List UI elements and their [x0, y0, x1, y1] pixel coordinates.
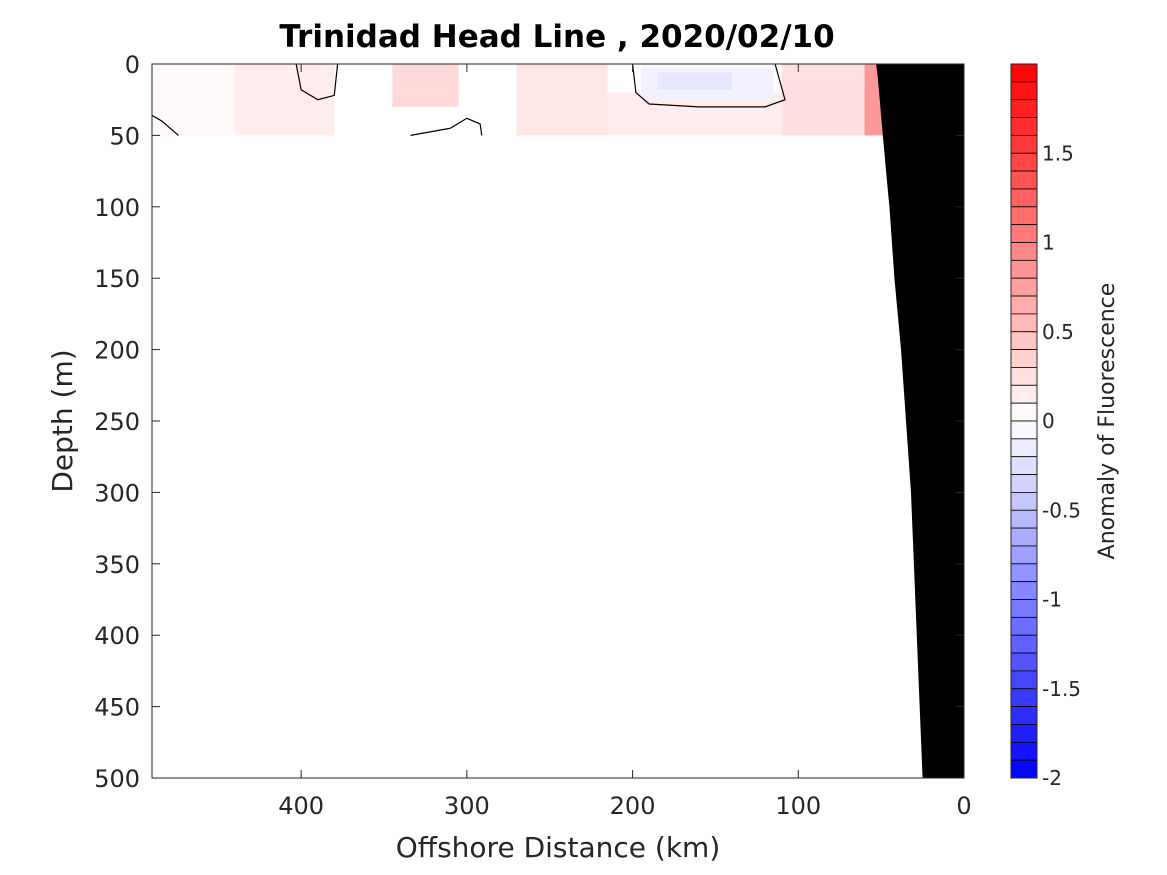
chart-title: Trinidad Head Line , 2020/02/10	[279, 19, 834, 55]
y-tick-label: 500	[94, 765, 140, 793]
colorbar-level	[1010, 456, 1038, 475]
colorbar-tick-label: -1	[1042, 588, 1062, 612]
y-tick-label: 350	[94, 551, 140, 579]
plot-area: 400 300 200 100 0 0 50 100 150 200 250 300 350 400 45…	[94, 51, 971, 820]
y-tick-label: 50	[109, 122, 140, 150]
colorbar-level	[1010, 616, 1038, 636]
zero-contour-3	[631, 64, 786, 108]
colorbar-level	[1010, 438, 1038, 458]
heatmap-cell-7	[781, 64, 865, 136]
y-axis: 0 50 100 150 200 250 300 350 400 450 500	[94, 51, 964, 793]
colorbar-level	[1010, 509, 1038, 529]
colorbar-tick-label: 1.5	[1042, 141, 1074, 165]
heatmap-cell-2	[392, 64, 459, 107]
colorbar-level	[1010, 474, 1038, 493]
heatmap-cell-3	[516, 64, 608, 136]
colorbar-level	[1010, 367, 1038, 386]
x-tick-label: 400	[278, 792, 324, 820]
colorbar-level	[1010, 99, 1038, 118]
colorbar-level	[1010, 188, 1038, 208]
y-tick-label: 100	[94, 194, 140, 222]
y-tick-label: 400	[94, 622, 140, 650]
colorbar-level	[1010, 581, 1038, 600]
zero-contour-lines	[152, 64, 786, 136]
x-axis-label: Offshore Distance (km)	[396, 831, 721, 864]
x-tick-label: 100	[775, 792, 821, 820]
x-tick-label: 0	[956, 792, 971, 820]
colorbar: -2 -1.5 -1 -0.5 0 0.5 1 1.5	[1010, 63, 1081, 790]
colorbar-level	[1010, 295, 1038, 315]
colorbar-level	[1010, 741, 1038, 761]
y-tick-label: 250	[94, 408, 140, 436]
colorbar-level	[1010, 152, 1038, 172]
y-tick-label: 150	[94, 265, 140, 293]
colorbar-level	[1010, 384, 1038, 404]
heatmap-cell-6	[657, 72, 732, 90]
y-tick-label: 0	[125, 51, 140, 79]
colorbar-level	[1010, 134, 1038, 154]
colorbar-tick-label: 0.5	[1042, 320, 1074, 344]
colorbar-level	[1010, 313, 1038, 333]
colorbar-tick-label: -2	[1042, 766, 1062, 790]
bathymetry	[876, 64, 964, 778]
colorbar-level	[1010, 206, 1038, 226]
colorbar-level	[1010, 242, 1038, 261]
colorbar-tick-label: 0	[1042, 409, 1055, 433]
colorbar-level	[1010, 759, 1038, 779]
colorbar-level	[1010, 652, 1038, 672]
colorbar-level	[1010, 117, 1038, 136]
colorbar-level	[1010, 670, 1038, 690]
y-tick-label: 450	[94, 694, 140, 722]
colorbar-tick-label: -0.5	[1042, 498, 1081, 522]
colorbar-tick-label: -1.5	[1042, 677, 1081, 701]
x-tick-label: 200	[610, 792, 656, 820]
colorbar-label: Anomaly of Fluorescence	[1095, 283, 1120, 560]
colorbar-level	[1010, 599, 1038, 618]
colorbar-level	[1010, 527, 1038, 547]
colorbar-level	[1010, 259, 1038, 279]
zero-contour-1	[295, 64, 339, 101]
colorbar-level	[1010, 563, 1038, 583]
colorbar-level	[1010, 170, 1038, 190]
y-axis-label: Depth (m)	[46, 349, 79, 492]
x-axis: 400 300 200 100 0	[278, 64, 972, 820]
colorbar-level	[1010, 349, 1038, 368]
y-tick-label: 200	[94, 337, 140, 365]
seafloor-shape	[876, 64, 964, 778]
anomaly-heatmap	[152, 64, 948, 136]
colorbar-level	[1010, 277, 1038, 297]
colorbar-level	[1010, 402, 1038, 422]
colorbar-level	[1010, 81, 1038, 101]
colorbar-level	[1010, 63, 1038, 83]
colorbar-level	[1010, 224, 1038, 243]
y-tick-label: 300	[94, 479, 140, 507]
zero-contour-0	[152, 114, 179, 136]
x-tick-label: 300	[444, 792, 490, 820]
colorbar-tick-label: 1	[1042, 231, 1055, 255]
colorbar-level	[1010, 420, 1038, 440]
colorbar-level	[1010, 545, 1038, 565]
heatmap-cell-0	[152, 64, 235, 136]
colorbar-level	[1010, 706, 1038, 725]
plot-background	[152, 64, 964, 778]
colorbar-level	[1010, 634, 1038, 654]
colorbar-level	[1010, 331, 1038, 351]
zero-contour-2	[410, 117, 483, 136]
colorbar-level	[1010, 491, 1038, 511]
colorbar-level	[1010, 724, 1038, 743]
colorbar-level	[1010, 688, 1038, 708]
